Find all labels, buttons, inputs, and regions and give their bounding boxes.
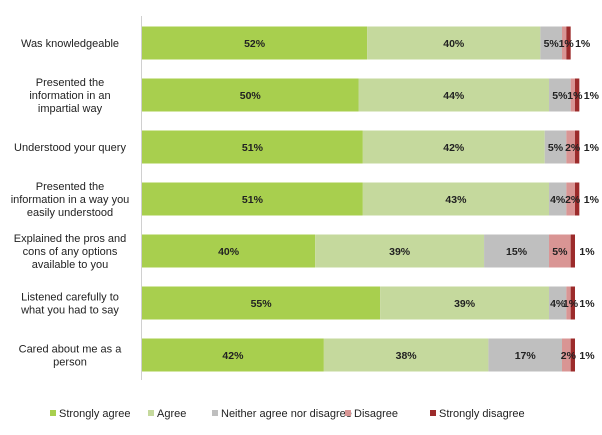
bar-segment [566, 286, 571, 320]
data-label: 1% [559, 38, 575, 50]
data-label: 52% [244, 38, 266, 50]
data-label: 2% [565, 142, 581, 154]
bar-segment [380, 286, 550, 320]
legend-swatch [345, 410, 351, 416]
bar-segment [142, 130, 363, 164]
legend-label: Agree [157, 408, 186, 420]
bar-segment [566, 26, 571, 60]
category-label: Explained the pros and cons of any option… [14, 233, 127, 271]
data-label: 39% [454, 298, 476, 310]
data-label: 1% [579, 350, 595, 362]
data-label: 43% [445, 194, 467, 206]
data-label: 1% [579, 246, 595, 258]
data-label: 5% [548, 142, 564, 154]
legend: Strongly agree Agree Neither agree nor dis… [50, 408, 525, 420]
legend-swatch [430, 410, 436, 416]
legend-swatch [148, 410, 154, 416]
data-label: 1% [579, 298, 595, 310]
data-label: 44% [443, 90, 465, 102]
data-label: 2% [561, 350, 577, 362]
bar-segment [544, 130, 567, 164]
category-label: Understood your query [14, 142, 126, 154]
bar-segment [142, 78, 359, 112]
legend-swatch [212, 410, 218, 416]
data-label: 39% [389, 246, 411, 258]
data-label: 17% [515, 350, 537, 362]
category-label: Cared about me as a person [19, 344, 123, 369]
data-label: 1% [575, 38, 591, 50]
data-label: 1% [563, 298, 579, 310]
data-label: 42% [443, 142, 465, 154]
bar-segment [566, 130, 575, 164]
bar-segment [549, 234, 571, 268]
data-label: 2% [565, 194, 581, 206]
bar-segment [142, 234, 316, 268]
bar-segment [142, 286, 381, 320]
bar-segment [570, 338, 575, 372]
bar-segment [575, 78, 580, 112]
data-label: 50% [240, 90, 262, 102]
bar-segment [323, 338, 489, 372]
bar-segment [540, 26, 563, 60]
legend-label: Disagree [354, 408, 398, 420]
bar-segment [488, 338, 563, 372]
data-label: 1% [567, 90, 583, 102]
data-label: 55% [251, 298, 273, 310]
bar-segment [315, 234, 485, 268]
bar-segment [484, 234, 550, 268]
bar-segment [358, 78, 550, 112]
legend-label: Strongly disagree [439, 408, 525, 420]
bar-segment [362, 182, 550, 216]
bar-segment [575, 130, 580, 164]
legend-label: Neither agree nor disagree [221, 408, 352, 420]
bar-segment [142, 338, 324, 372]
bar-segment [142, 26, 368, 60]
data-label: 40% [443, 38, 465, 50]
bar-segment [362, 130, 545, 164]
category-label: Presented the information in an impartial … [29, 77, 110, 115]
data-label: 1% [584, 90, 600, 102]
bar-segment [142, 182, 363, 216]
bar-segment [566, 182, 575, 216]
data-label: 5% [552, 90, 568, 102]
bar-segment [575, 182, 580, 216]
bar-segment [549, 78, 571, 112]
legend-swatch [50, 410, 56, 416]
data-label: 4% [550, 194, 566, 206]
data-label: 51% [242, 194, 264, 206]
data-label: 38% [396, 350, 418, 362]
bar-segment [367, 26, 541, 60]
data-label: 5% [552, 246, 568, 258]
data-label: 5% [544, 38, 560, 50]
bar-segment [562, 26, 567, 60]
data-label: 51% [242, 142, 264, 154]
category-label: Was knowledgeable [21, 38, 119, 50]
bar-segment [570, 234, 575, 268]
bar-segment [549, 182, 567, 216]
legend-label: Strongly agree [59, 408, 131, 420]
bar-segment [549, 286, 567, 320]
data-label: 1% [584, 194, 600, 206]
bar-segment [570, 286, 575, 320]
data-label: 4% [550, 298, 566, 310]
data-label: 40% [218, 246, 240, 258]
bar-segment [562, 338, 571, 372]
bar-segment [570, 78, 575, 112]
category-label: Presented the information in a way you eas… [11, 181, 130, 219]
data-label: 42% [222, 350, 244, 362]
category-label: Listened carefully to what you had to say [20, 292, 119, 317]
data-label: 1% [584, 142, 600, 154]
data-label: 15% [506, 246, 528, 258]
